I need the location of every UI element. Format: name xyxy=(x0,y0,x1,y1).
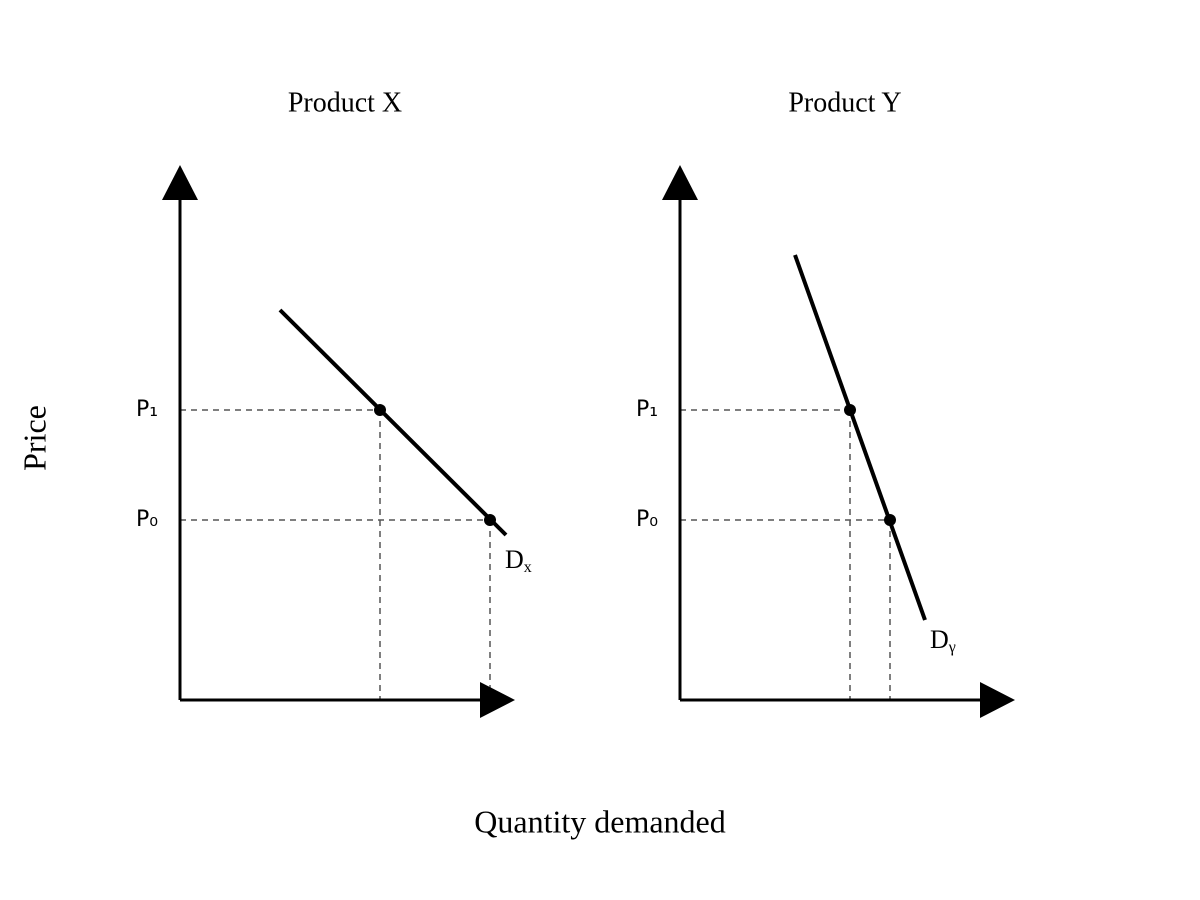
point xyxy=(844,404,856,416)
panel-x: Product X P₁ P₀ Dx xyxy=(136,87,532,718)
price-label: P₁ xyxy=(636,397,658,422)
panel-title: Product Y xyxy=(788,87,901,118)
x-axis-label: Quantity demanded xyxy=(474,803,725,839)
curve-label-main: D xyxy=(930,625,949,654)
point xyxy=(484,514,496,526)
y-axis-label: Price xyxy=(16,405,52,471)
arrowhead xyxy=(662,165,698,200)
price-label: P₀ xyxy=(636,507,658,532)
arrowhead xyxy=(980,682,1015,718)
price-label: P₀ xyxy=(136,507,158,532)
curve-label-main: D xyxy=(505,545,524,574)
demand-curve xyxy=(278,308,508,537)
curve-label-subscript: x xyxy=(524,559,532,576)
panel-title: Product X xyxy=(288,87,402,118)
point xyxy=(884,514,896,526)
curve-label: Dx xyxy=(505,545,532,576)
point xyxy=(374,404,386,416)
price-label: P₁ xyxy=(136,397,158,422)
demand-curve xyxy=(793,254,927,621)
curve-label-subscript: γ xyxy=(948,639,956,656)
arrowhead xyxy=(162,165,198,200)
panel-y: Product Y P₁ P₀ Dγ xyxy=(636,87,1015,718)
curve-label: Dγ xyxy=(930,625,956,656)
arrowhead xyxy=(480,682,515,718)
